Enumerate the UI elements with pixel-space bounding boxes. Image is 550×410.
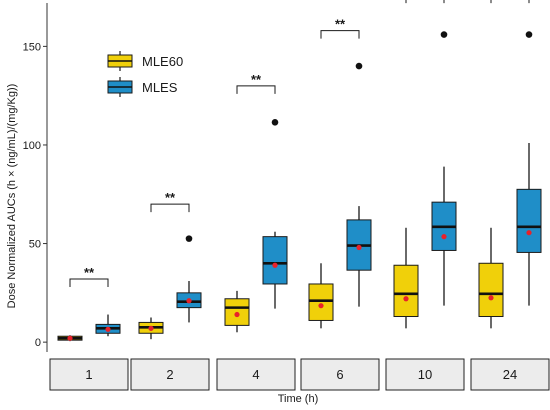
bracket-line (320, 30, 360, 39)
significance-label: ** (335, 17, 346, 32)
mean-point (318, 303, 324, 309)
outlier-point (271, 118, 279, 126)
y-tick-label: 0 (35, 337, 41, 349)
legend-item-MLE60: MLE60 (107, 51, 183, 71)
significance-bracket-2: ** (150, 190, 190, 213)
mean-point (272, 262, 278, 268)
category-label: 24 (503, 367, 517, 382)
box-body (393, 264, 419, 318)
significance-bracket-6: ** (320, 17, 360, 39)
strip-box (470, 358, 550, 391)
box-MLES-1 (95, 314, 121, 337)
strip-box (300, 358, 380, 391)
outlier-point (185, 235, 193, 242)
mean-point (148, 325, 154, 331)
box-MLE60-6 (308, 263, 334, 329)
category-strip-2: 2 (130, 358, 210, 391)
box-MLE60-10 (393, 227, 419, 329)
bracket-line (405, 0, 445, 4)
category-strip-24: 24 (470, 358, 550, 391)
box-MLES-2 (176, 235, 202, 323)
strip-box (49, 358, 129, 391)
strip-box (385, 358, 465, 391)
mean-point (488, 295, 494, 301)
category-strip-1: 1 (49, 358, 129, 391)
category-label: 6 (336, 367, 343, 382)
box-MLE60-24 (478, 227, 504, 329)
box-body (478, 262, 504, 318)
box-MLE60-2 (138, 317, 164, 340)
outlier-point (355, 62, 363, 70)
strip-box (216, 358, 296, 391)
box-MLE60-4 (224, 290, 250, 333)
significance-bracket-1: ** (69, 265, 109, 288)
category-strip-4: 4 (216, 358, 296, 391)
y-tick-label: 150 (23, 41, 41, 53)
significance-bracket-24: ** (490, 0, 530, 4)
box-body (516, 188, 542, 253)
significance-bracket-10: ** (405, 0, 445, 4)
category-label: 2 (166, 367, 173, 382)
bracket-line (236, 85, 276, 94)
mean-point (234, 311, 240, 318)
legend-label: MLES (142, 80, 178, 95)
box-body (262, 236, 288, 285)
strip-box (130, 358, 210, 391)
category-label: 4 (252, 367, 259, 382)
y-tick-label: 50 (29, 239, 41, 251)
significance-label: ** (165, 190, 176, 205)
axes-layer: 0 50 100 150 (23, 3, 48, 352)
x-axis-title: Time (h) (278, 393, 319, 405)
legend-label: MLE60 (142, 54, 183, 69)
mean-point (67, 335, 73, 341)
legend-item-MLES: MLES (107, 77, 178, 97)
mean-point (105, 326, 111, 332)
box-MLES-6 (346, 62, 372, 307)
category-strip-6: 6 (300, 358, 380, 391)
mean-point (526, 230, 532, 236)
category-label: 10 (418, 367, 432, 382)
category-strip-10: 10 (385, 358, 465, 391)
y-tick-label: 100 (23, 140, 41, 152)
mean-point (186, 298, 192, 304)
bracket-line (150, 203, 190, 213)
legend: MLE60 MLES (107, 51, 183, 97)
boxes-layer (57, 31, 542, 342)
outlier-point (525, 31, 533, 38)
significance-label: ** (84, 265, 95, 280)
significance-label: ** (251, 72, 262, 87)
mean-point (403, 296, 409, 302)
mean-point (441, 234, 447, 240)
category-strips: 1 2 4 6 10 24 (49, 358, 550, 391)
bracket-line (490, 0, 530, 4)
box-MLES-4 (262, 118, 288, 309)
box-MLES-10 (431, 31, 457, 306)
outlier-point (440, 31, 448, 38)
y-axis-title: Dose Normalized AUCs (h × (ng/mL)/(mg/Kg… (6, 84, 18, 309)
box-MLES-24 (516, 31, 542, 306)
mean-point (356, 244, 362, 251)
category-label: 1 (85, 367, 92, 382)
bracket-line (69, 278, 109, 288)
box-body (308, 283, 334, 321)
box-MLE60-1 (57, 335, 83, 342)
significance-layer: ** ** ** ** ** ** (69, 0, 530, 288)
significance-bracket-4: ** (236, 72, 276, 94)
